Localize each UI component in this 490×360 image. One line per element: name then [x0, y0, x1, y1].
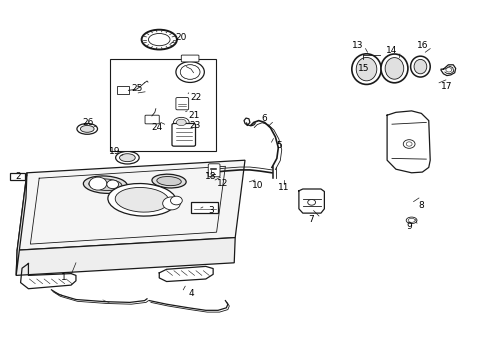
Text: 26: 26 [82, 118, 94, 127]
Ellipse shape [180, 65, 200, 79]
Ellipse shape [411, 56, 430, 77]
Ellipse shape [108, 184, 176, 216]
Ellipse shape [157, 176, 181, 186]
Ellipse shape [89, 179, 122, 190]
FancyBboxPatch shape [181, 55, 199, 62]
Text: 2: 2 [16, 172, 22, 181]
Polygon shape [16, 238, 235, 275]
Ellipse shape [414, 59, 427, 74]
Text: 24: 24 [151, 123, 162, 132]
Text: 20: 20 [175, 33, 187, 42]
Text: 9: 9 [406, 222, 412, 231]
Text: 10: 10 [251, 181, 263, 190]
Text: 19: 19 [109, 147, 121, 156]
Text: 5: 5 [276, 141, 282, 150]
Text: 15: 15 [358, 64, 369, 73]
Text: 18: 18 [205, 172, 217, 181]
FancyBboxPatch shape [172, 123, 196, 146]
FancyBboxPatch shape [176, 98, 189, 110]
Text: 6: 6 [262, 114, 268, 123]
Ellipse shape [142, 30, 177, 49]
Circle shape [403, 140, 415, 148]
Text: 8: 8 [418, 201, 424, 210]
Text: 7: 7 [308, 215, 314, 224]
Circle shape [89, 177, 107, 190]
Text: 12: 12 [217, 179, 229, 188]
Text: 21: 21 [188, 111, 199, 120]
Ellipse shape [77, 123, 98, 134]
Ellipse shape [352, 54, 381, 85]
Ellipse shape [385, 58, 404, 79]
Text: 17: 17 [441, 82, 453, 91]
FancyBboxPatch shape [208, 164, 220, 177]
Circle shape [163, 197, 180, 210]
Ellipse shape [406, 217, 417, 224]
Text: 3: 3 [208, 206, 214, 215]
FancyBboxPatch shape [145, 115, 159, 124]
Text: 23: 23 [189, 122, 201, 130]
Ellipse shape [176, 119, 186, 126]
Circle shape [107, 180, 119, 189]
Polygon shape [16, 173, 27, 275]
Text: 13: 13 [352, 40, 364, 49]
Circle shape [308, 199, 316, 205]
Ellipse shape [80, 126, 94, 132]
Ellipse shape [381, 54, 408, 83]
Text: 22: 22 [191, 93, 201, 102]
Text: 14: 14 [386, 46, 398, 55]
Ellipse shape [116, 151, 139, 164]
FancyBboxPatch shape [110, 59, 216, 151]
Text: 11: 11 [278, 183, 290, 192]
Text: 25: 25 [131, 84, 143, 93]
Text: 4: 4 [188, 289, 194, 298]
Ellipse shape [356, 57, 377, 81]
Circle shape [171, 196, 182, 205]
Circle shape [180, 65, 200, 79]
Ellipse shape [115, 188, 169, 212]
FancyBboxPatch shape [117, 86, 129, 94]
Ellipse shape [173, 117, 189, 127]
Circle shape [446, 68, 452, 72]
FancyBboxPatch shape [10, 173, 25, 180]
Ellipse shape [120, 154, 135, 162]
Polygon shape [17, 160, 245, 250]
Text: 16: 16 [416, 40, 428, 49]
Ellipse shape [176, 62, 204, 82]
Circle shape [406, 142, 412, 146]
Text: 1: 1 [61, 273, 67, 282]
Ellipse shape [152, 174, 186, 188]
FancyBboxPatch shape [191, 202, 218, 213]
Ellipse shape [148, 33, 170, 46]
Ellipse shape [83, 176, 127, 193]
Ellipse shape [408, 218, 415, 222]
